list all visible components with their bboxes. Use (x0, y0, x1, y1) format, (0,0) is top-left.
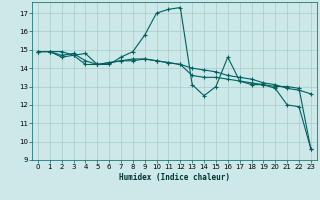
X-axis label: Humidex (Indice chaleur): Humidex (Indice chaleur) (119, 173, 230, 182)
